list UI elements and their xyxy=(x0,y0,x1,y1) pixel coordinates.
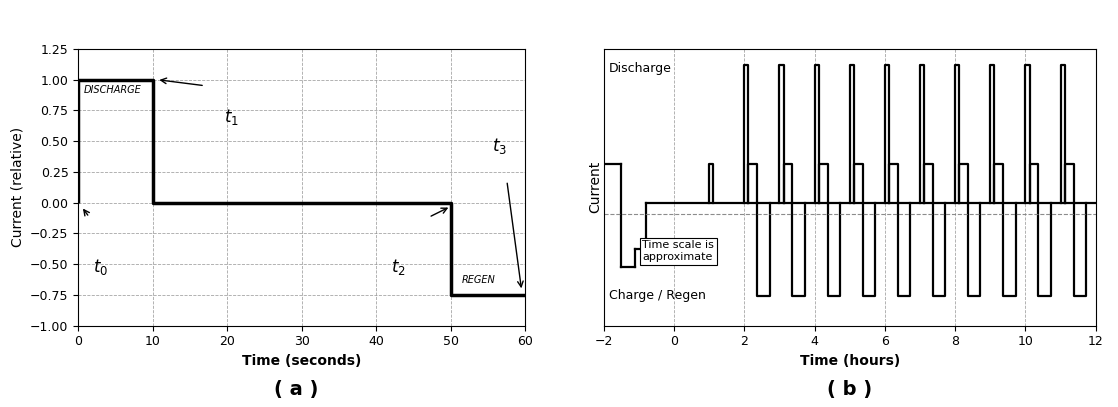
X-axis label: Time (seconds): Time (seconds) xyxy=(243,354,361,368)
Text: $\it{t}$$_2$: $\it{t}$$_2$ xyxy=(391,257,406,277)
Y-axis label: Current: Current xyxy=(588,161,603,213)
Text: $\it{t}$$_3$: $\it{t}$$_3$ xyxy=(492,136,508,156)
Text: $\it{t}$$_0$: $\it{t}$$_0$ xyxy=(93,257,108,277)
Text: REGEN: REGEN xyxy=(462,275,496,285)
Text: ( a ): ( a ) xyxy=(274,380,319,399)
Y-axis label: Current (relative): Current (relative) xyxy=(10,127,25,247)
Text: ( b ): ( b ) xyxy=(827,380,872,399)
X-axis label: Time (hours): Time (hours) xyxy=(799,354,900,368)
Text: Charge / Regen: Charge / Regen xyxy=(609,289,705,302)
Text: Discharge: Discharge xyxy=(609,61,672,74)
Text: Time scale is
approximate: Time scale is approximate xyxy=(643,241,714,262)
Text: DISCHARGE: DISCHARGE xyxy=(84,85,142,94)
Text: $\it{t}$$_1$: $\it{t}$$_1$ xyxy=(224,107,238,127)
